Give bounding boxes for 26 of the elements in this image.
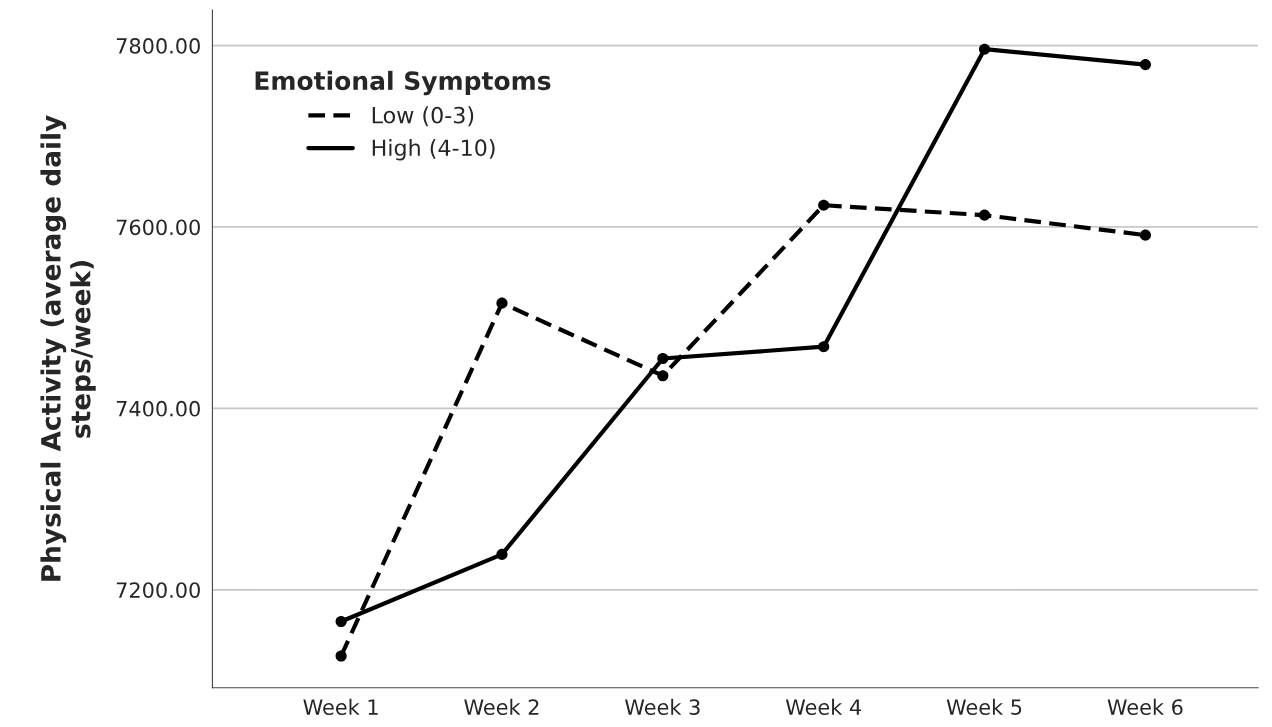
point bbox=[335, 650, 347, 662]
point bbox=[1139, 229, 1151, 241]
legend-label: High (4-10) bbox=[372, 138, 495, 161]
x-tick-label: Week 4 bbox=[785, 698, 861, 715]
point bbox=[496, 548, 508, 560]
point bbox=[1139, 59, 1151, 71]
point bbox=[657, 352, 669, 365]
x-tick-label: Week 3 bbox=[625, 698, 700, 715]
point bbox=[657, 370, 669, 382]
legend-label: Low (0-3) bbox=[372, 106, 474, 127]
legend-title: Emotional Symptoms bbox=[255, 70, 551, 96]
x-tick-label: Week 2 bbox=[464, 698, 539, 715]
x-tick-label: Week 5 bbox=[946, 698, 1022, 715]
point bbox=[335, 615, 347, 628]
point bbox=[496, 297, 508, 309]
point bbox=[978, 43, 991, 55]
y-tick-label: 7600.00 bbox=[116, 219, 200, 236]
y-tick-label: 7800.00 bbox=[116, 38, 200, 54]
x-tick-label: Week 1 bbox=[303, 698, 378, 715]
y-tick-label: 7400.00 bbox=[116, 400, 200, 417]
y-axis-title: Physical Activity (average daily steps/week) bbox=[40, 115, 96, 581]
y-tick-label: 7200.00 bbox=[116, 582, 200, 598]
x-tick-label: Week 6 bbox=[1107, 698, 1183, 715]
point bbox=[818, 341, 830, 353]
point bbox=[818, 199, 830, 211]
point bbox=[978, 209, 991, 221]
